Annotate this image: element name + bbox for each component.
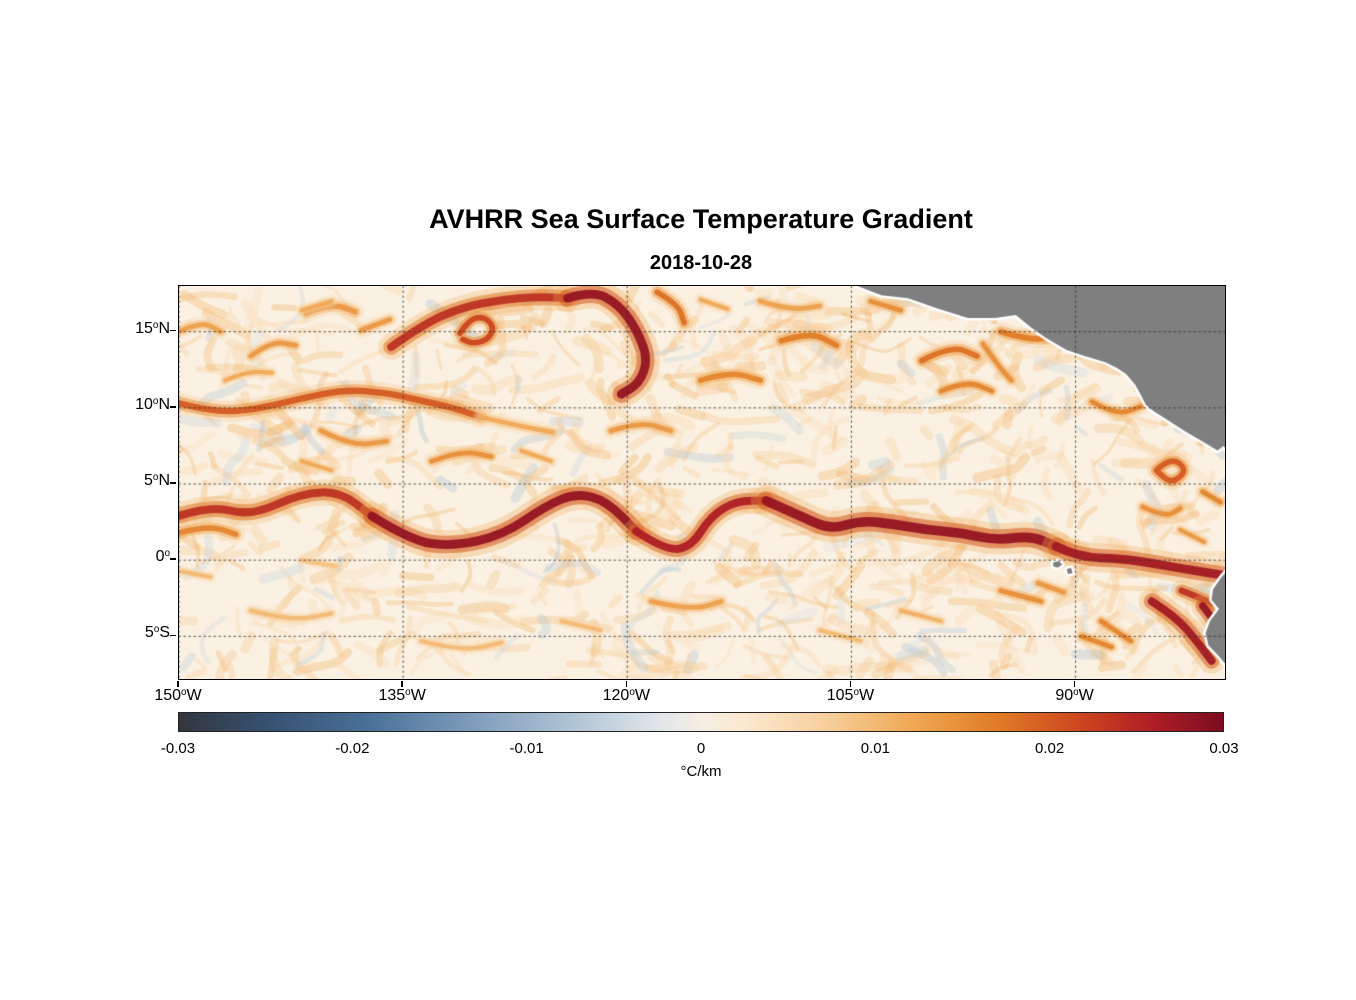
y-tick-mark [170,482,176,484]
x-tick-label: 120oW [602,687,650,704]
x-tick-mark [849,681,852,687]
y-tick-mark [170,634,176,637]
y-tick-label: 0o [155,548,170,566]
colorbar-tick-label: 0.01 [860,740,890,757]
x-tick-mark [625,681,628,687]
y-tick-mark [170,406,176,408]
map-axes [178,285,1226,680]
x-tick-label: 105oW [826,687,875,704]
colorbar-tick-label: 0.02 [1035,740,1065,757]
y-tick-label: 5oS [144,624,170,642]
y-tick-mark [170,558,176,560]
colorbar-tick-label: -0.01 [509,740,544,757]
colorbar-tick-label: -0.02 [335,740,370,757]
colorbar-tick-label: -0.03 [160,740,196,757]
x-tick-label: 150oW [154,687,202,704]
x-tick-mark [177,681,179,687]
colorbar-tick-label: 0.03 [1209,740,1239,757]
y-tick-label: 5oN [144,472,170,490]
colorbar [178,712,1224,732]
chart-title: AVHRR Sea Surface Temperature Gradient [429,204,973,234]
chart-date: 2018-10-28 [649,252,753,274]
x-tick-label: 135oW [378,687,426,704]
y-tick-label: 10oN [135,395,170,413]
x-tick-mark [401,681,403,687]
y-tick-mark [170,329,176,332]
x-tick-label: 90oW [1055,687,1094,704]
sst-gradient-heatmap [179,286,1225,679]
y-tick-label: 15oN [135,319,170,337]
colorbar-tick-label: 0 [696,740,706,757]
x-tick-mark [1073,681,1076,687]
colorbar-unit-label: °C/km [680,763,722,780]
